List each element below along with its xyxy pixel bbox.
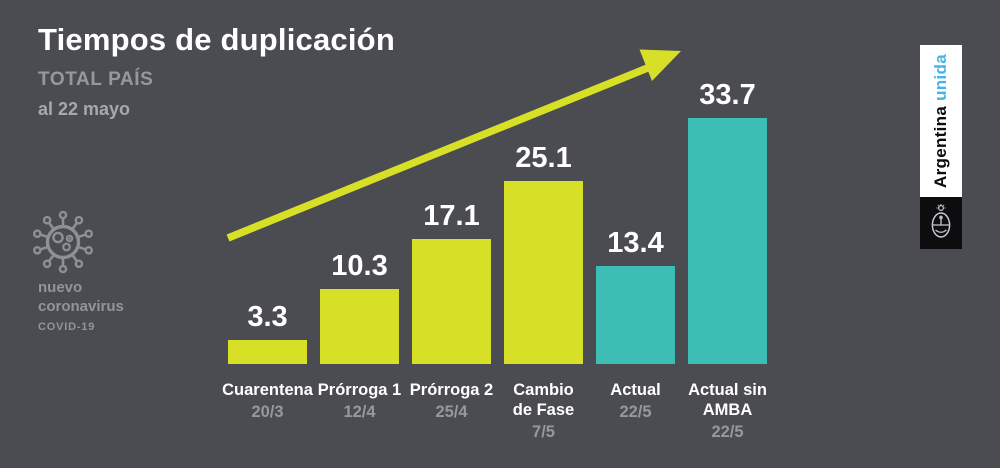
bar-category-label: Actual xyxy=(610,381,661,399)
bar-date-label: 12/4 xyxy=(343,403,376,422)
bar-value-label: 25.1 xyxy=(515,142,572,174)
bar-group: 13.4 xyxy=(596,227,675,364)
as-of-date: al 22 mayo xyxy=(38,99,131,119)
axis-label-cell: Actual 22/5 xyxy=(596,380,675,442)
coat-of-arms-plate xyxy=(920,197,962,249)
coronavirus-label-line2: coronavirus xyxy=(38,297,124,315)
brand-text-unida: unida xyxy=(931,54,950,101)
bar xyxy=(412,239,491,364)
bar-group: 10.3 xyxy=(320,250,399,364)
axis-label-cell: Prórroga 2 25/4 xyxy=(410,380,493,442)
bar xyxy=(320,289,399,364)
axis-label-cell: Cambio de Fase 7/5 xyxy=(504,380,583,442)
coronavirus-logo-block: nuevo coronavirus COVID-19 xyxy=(30,209,180,333)
bar-category-label: Prórroga 1 xyxy=(317,381,402,399)
coronavirus-label-line1: nuevo xyxy=(38,279,83,296)
bar-group: 3.3 xyxy=(228,301,307,364)
argentina-unida-banner: Argentina unida xyxy=(920,45,962,197)
bar-category-label: Actual sin AMBA xyxy=(688,381,767,420)
axis-label-cell: Actual sin AMBA 22/5 xyxy=(688,380,767,442)
bar-chart-axis-labels: Cuarentena 20/3 Prórroga 1 12/4 Prórroga 2 25… xyxy=(222,380,768,442)
bar-chart: 3.3 10.3 17.1 25.1 13.4 33.7 xyxy=(228,0,768,364)
argentina-unida-wordmark: Argentina unida xyxy=(931,54,951,188)
bar-value-label: 3.3 xyxy=(247,301,288,333)
header: Tiempos de duplicación TOTAL PAÍS al 22 … xyxy=(38,22,395,120)
argentina-coat-of-arms-icon xyxy=(931,204,951,238)
axis-label-cell: Cuarentena 20/3 xyxy=(222,380,313,442)
page-title: Tiempos de duplicación xyxy=(38,22,395,57)
bar-group: 17.1 xyxy=(412,200,491,364)
bar-value-label: 10.3 xyxy=(331,250,388,282)
bar xyxy=(688,118,767,364)
covid19-label: COVID-19 xyxy=(38,320,96,333)
bar-group: 25.1 xyxy=(504,142,583,364)
bar-value-label: 13.4 xyxy=(607,227,664,259)
bar xyxy=(504,181,583,364)
bar-date-label: 22/5 xyxy=(619,403,652,422)
bar xyxy=(596,266,675,364)
bar-category-label: Prórroga 2 xyxy=(409,381,494,399)
subtitle: TOTAL PAÍS xyxy=(38,69,154,90)
bar-date-label: 25/4 xyxy=(435,403,468,422)
coronavirus-label: nuevo coronavirus COVID-19 xyxy=(38,279,180,333)
bar-value-label: 17.1 xyxy=(423,200,480,232)
bar-group: 33.7 xyxy=(688,79,767,364)
brand-text-argentina: Argentina xyxy=(931,105,950,188)
bar-category-label: Cambio de Fase xyxy=(512,381,575,420)
bar-date-label: 7/5 xyxy=(532,423,555,442)
bar xyxy=(228,340,307,364)
axis-label-cell: Prórroga 1 12/4 xyxy=(318,380,401,442)
bar-category-label: Cuarentena xyxy=(222,381,313,399)
bar-date-label: 22/5 xyxy=(711,423,744,442)
coronavirus-icon xyxy=(32,210,94,274)
bar-date-label: 20/3 xyxy=(251,403,284,422)
bar-value-label: 33.7 xyxy=(699,79,756,111)
